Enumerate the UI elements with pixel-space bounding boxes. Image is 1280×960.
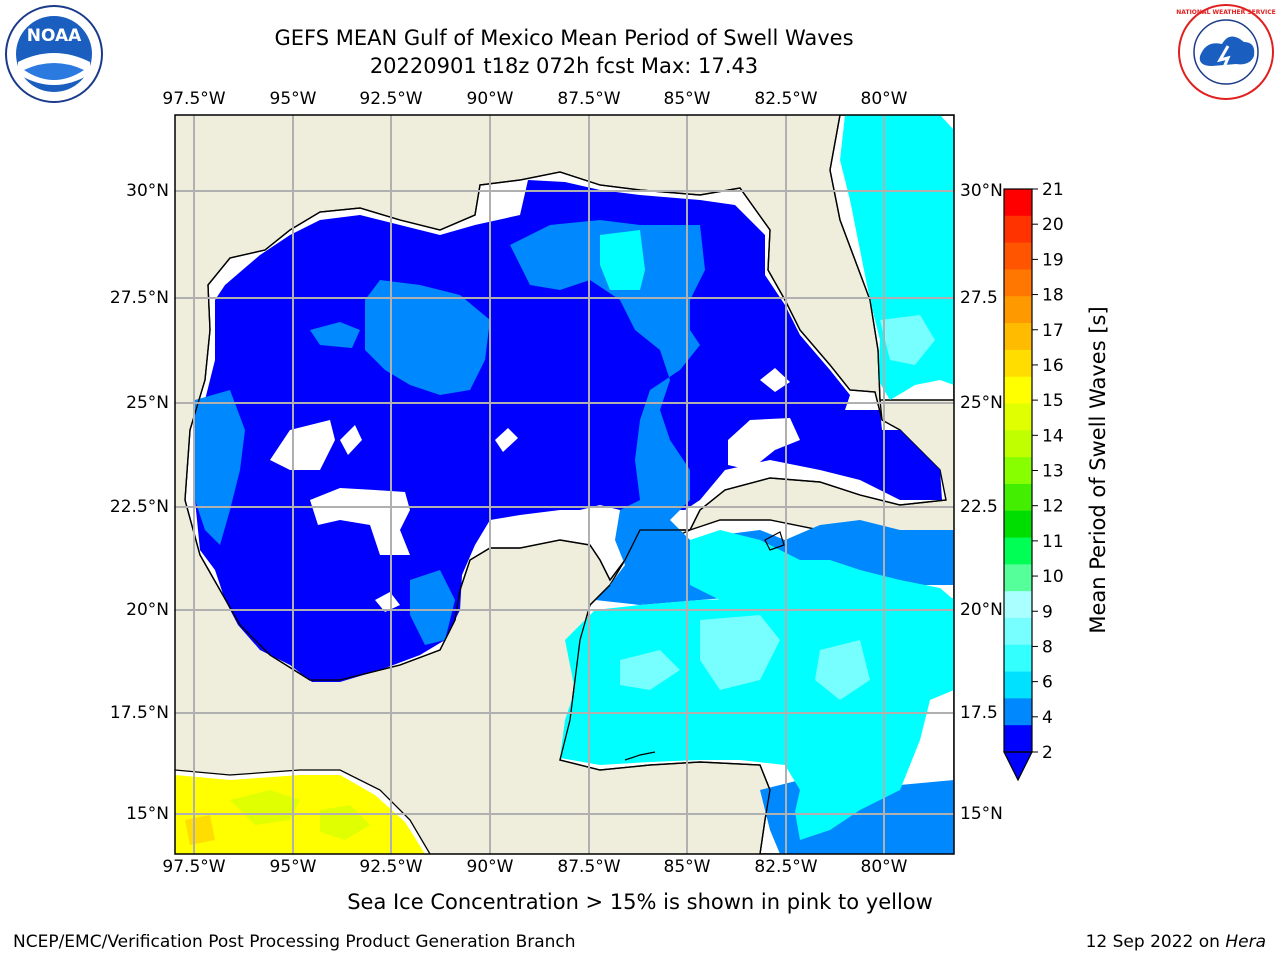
colorbar-tick-label: 18 (1042, 286, 1064, 306)
colorbar-segment (1004, 537, 1032, 565)
lon-label: 80°W (860, 89, 908, 109)
lon-label: 87.5°W (557, 89, 621, 109)
map-title: GEFS MEAN Gulf of Mexico Mean Period of … (274, 26, 854, 50)
lon-label: 82.5°W (754, 89, 818, 109)
map-frame (174, 114, 955, 855)
lon-label: 87.5°W (557, 857, 621, 877)
lat-label: 30°N (960, 181, 1003, 201)
colorbar-tick-label: 17 (1042, 321, 1064, 341)
lon-label: 85°W (663, 89, 711, 109)
colorbar-tick-label: 2 (1042, 743, 1053, 763)
footer-date: 12 Sep 2022 on Hera (1086, 932, 1266, 952)
lat-label: 20°N (126, 600, 169, 620)
colorbar-tick-label: 8 (1042, 637, 1053, 657)
colorbar-tick-label: 11 (1042, 532, 1064, 552)
colorbar-segment (1004, 349, 1032, 378)
lat-label: 22.5°N (109, 497, 169, 517)
colorbar-segment (1004, 457, 1032, 485)
colorbar-segment (1004, 242, 1032, 270)
lon-label: 97.5°W (162, 89, 226, 109)
colorbar-tick-label: 21 (1042, 180, 1064, 200)
colorbar-label: Mean Period of Swell Waves [s] (1086, 306, 1110, 634)
lon-label: 92.5°W (359, 857, 423, 877)
colorbar-segment (1004, 430, 1032, 458)
colorbar-tick-label: 6 (1042, 673, 1053, 693)
lat-label: 25°N (126, 393, 169, 413)
lat-label: 20°N (960, 600, 1003, 620)
lon-label: 90°W (466, 89, 514, 109)
colorbar-tick-label: 9 (1042, 602, 1053, 622)
lat-label: 30°N (126, 181, 169, 201)
colorbar-segment (1004, 483, 1032, 512)
lat-label: 22.5 (960, 497, 998, 517)
colorbar-segment (1004, 510, 1032, 539)
noaa-logo: NOAA (4, 4, 104, 104)
lat-label: 17.5°N (109, 703, 169, 723)
lon-label: 92.5°W (359, 89, 423, 109)
colorbar-segment (1004, 323, 1032, 351)
colorbar-tick-label: 19 (1042, 250, 1064, 270)
lon-label: 95°W (269, 857, 317, 877)
lat-label: 15°N (960, 804, 1003, 824)
nws-logo-text: NATIONAL WEATHER SERVICE (1176, 9, 1275, 16)
map-plot-area (175, 115, 954, 854)
lat-label: 25°N (960, 393, 1003, 413)
footer-org: NCEP/EMC/Verification Post Processing Pr… (13, 932, 576, 952)
footer-host: Hera (1225, 932, 1266, 952)
colorbar: 21 20 19 18 17 16 15 14 13 12 11 10 9 8 6 4 2 (1003, 180, 1064, 782)
colorbar-segment (1004, 296, 1032, 324)
colorbar-tick-label: 15 (1042, 391, 1064, 411)
lat-label: 27.5 (960, 288, 998, 308)
colorbar-segment (1004, 564, 1032, 592)
colorbar-tick-label: 12 (1042, 497, 1064, 517)
colorbar-tick-label: 14 (1042, 426, 1064, 446)
colorbar-segment (1004, 671, 1032, 699)
colorbar-extend-arrow (1003, 751, 1033, 782)
colorbar-segment (1004, 644, 1032, 673)
lat-label: 15°N (126, 804, 169, 824)
sea-ice-caption: Sea Ice Concentration > 15% is shown in … (347, 890, 933, 914)
lat-label: 27.5°N (109, 288, 169, 308)
lon-label: 95°W (269, 89, 317, 109)
map-subtitle: 20220901 t18z 072h fcst Max: 17.43 (369, 54, 759, 78)
colorbar-segment (1004, 189, 1032, 217)
colorbar-segment (1004, 698, 1032, 726)
colorbar-tick-label: 10 (1042, 567, 1064, 587)
colorbar-segment (1004, 591, 1032, 619)
colorbar-tick-label: 16 (1042, 356, 1064, 376)
lon-label: 97.5°W (162, 857, 226, 877)
colorbar-segment (1004, 617, 1032, 646)
lon-label: 80°W (860, 857, 908, 877)
colorbar-tick-label: 13 (1042, 462, 1064, 482)
lat-label: 17.5 (960, 703, 998, 723)
colorbar-segment (1004, 215, 1032, 244)
nws-logo: NATIONAL WEATHER SERVICE (1176, 2, 1276, 102)
colorbar-segment (1004, 269, 1032, 297)
lon-label: 82.5°W (754, 857, 818, 877)
map-gridlines (175, 115, 954, 854)
swell-field-4-6s (365, 280, 490, 395)
lon-label: 85°W (663, 857, 711, 877)
lon-label: 90°W (466, 857, 514, 877)
colorbar-segment (1004, 376, 1032, 404)
noaa-logo-text: NOAA (27, 26, 82, 46)
colorbar-tick-label: 4 (1042, 708, 1053, 728)
colorbar-segment (1004, 725, 1032, 753)
colorbar-tick-label: 20 (1042, 215, 1064, 235)
footer-date-text: 12 Sep 2022 on (1085, 932, 1226, 952)
colorbar-segment (1004, 403, 1032, 431)
